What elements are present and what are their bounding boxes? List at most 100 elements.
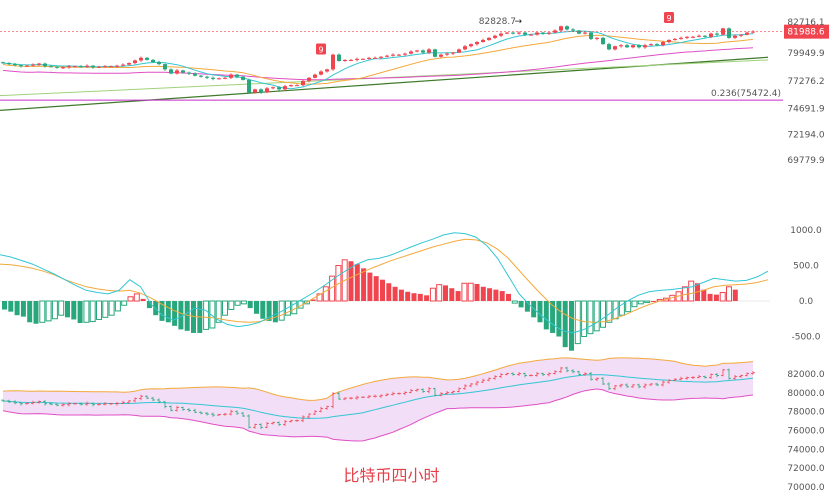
macd-histogram-bar bbox=[133, 293, 140, 302]
macd-histogram-bar bbox=[688, 280, 695, 302]
candle-body bbox=[565, 26, 569, 30]
macd-histogram-bar bbox=[89, 300, 96, 323]
candle-body bbox=[31, 64, 35, 66]
candle-body bbox=[79, 66, 83, 68]
macd-tick-label: 500.0 bbox=[793, 262, 819, 272]
macd-histogram-bar bbox=[417, 293, 423, 301]
macd-histogram-bar bbox=[587, 300, 594, 335]
price-panel: 0.236(75472.4) 9 9 82828.7→ 81988.6 bbox=[0, 11, 829, 111]
boll-tick-label: 72000.0 bbox=[787, 464, 824, 474]
bollinger-band-fill bbox=[3, 357, 753, 441]
macd-tick-label: 1000.0 bbox=[790, 226, 822, 236]
candle-body bbox=[661, 42, 665, 46]
macd-histogram-bar bbox=[701, 289, 707, 301]
macd-histogram-bar bbox=[499, 291, 505, 301]
macd-histogram-bar bbox=[96, 300, 102, 320]
candle-body bbox=[115, 65, 119, 67]
macd-histogram-bar bbox=[146, 301, 152, 309]
candle-body bbox=[463, 46, 467, 50]
high-price-label: 82828.7 bbox=[479, 17, 516, 27]
candle-body bbox=[547, 32, 551, 34]
macd-histogram-bar bbox=[33, 301, 39, 324]
nine-marker-badge bbox=[664, 11, 674, 23]
candle-body bbox=[97, 66, 101, 68]
candle-body bbox=[589, 32, 593, 39]
macd-panel bbox=[0, 232, 770, 351]
macd-histogram-bar bbox=[524, 301, 530, 312]
candle-body bbox=[439, 54, 443, 57]
y-axis-labels: 82716.1 79949.9 77276.2 74691.9 72194.0 69779… bbox=[787, 18, 824, 493]
candle-body bbox=[493, 35, 497, 38]
macd-histogram-bar bbox=[625, 300, 632, 313]
candle-body bbox=[73, 66, 77, 68]
price-tick-label: 77276.2 bbox=[787, 77, 824, 87]
candle-body bbox=[127, 63, 131, 65]
macd-histogram-bar bbox=[278, 300, 285, 321]
candle-body bbox=[529, 34, 533, 36]
candle-body bbox=[61, 67, 65, 69]
macd-histogram-bar bbox=[424, 295, 430, 301]
boll-tick-label: 78000.0 bbox=[787, 408, 824, 418]
macd-histogram-bar bbox=[637, 300, 644, 305]
macd-histogram-bar bbox=[650, 301, 656, 302]
candle-body bbox=[85, 65, 89, 67]
macd-histogram-bar bbox=[380, 279, 385, 301]
candle-body bbox=[103, 66, 107, 68]
macd-histogram-bar bbox=[606, 300, 613, 323]
candle-body bbox=[649, 44, 653, 46]
candle-body bbox=[331, 54, 335, 70]
price-tick-label: 69779.9 bbox=[787, 156, 824, 166]
candle-body bbox=[373, 57, 377, 59]
macd-histogram-bar bbox=[593, 300, 600, 332]
macd-histogram-bar bbox=[228, 300, 235, 311]
candle-body bbox=[181, 70, 185, 73]
candle-body bbox=[703, 35, 707, 37]
candle-body bbox=[49, 66, 53, 68]
candle-body bbox=[721, 28, 725, 35]
candle-body bbox=[685, 36, 689, 38]
candle-body bbox=[283, 86, 287, 90]
bollinger-mid-line bbox=[2, 374, 754, 419]
fib-label: 0.236(75472.4) bbox=[711, 89, 781, 99]
current-price-value: 81988.6 bbox=[787, 28, 824, 38]
macd-histogram-bar bbox=[14, 301, 20, 316]
candle-body bbox=[307, 77, 311, 81]
macd-histogram-bar bbox=[443, 285, 448, 301]
candle-body bbox=[499, 33, 503, 36]
candle-body bbox=[481, 39, 485, 43]
candle-body bbox=[751, 31, 755, 33]
candle-body bbox=[217, 78, 221, 80]
macd-histogram-bar bbox=[209, 300, 216, 329]
macd-histogram-bar bbox=[27, 301, 33, 323]
macd-histogram-bar bbox=[310, 299, 316, 301]
candle-body bbox=[523, 32, 527, 35]
macd-histogram-bar bbox=[191, 301, 196, 333]
macd-histogram-bar bbox=[467, 282, 474, 302]
candle-body bbox=[631, 45, 635, 48]
macd-histogram-bar bbox=[405, 291, 411, 301]
bollinger-panel bbox=[1, 357, 755, 442]
macd-histogram-bar bbox=[65, 301, 70, 318]
candle-body bbox=[337, 54, 341, 61]
price-tick-label: 74691.9 bbox=[787, 104, 824, 114]
macd-histogram-bar bbox=[266, 301, 272, 321]
macd-histogram-bar bbox=[480, 286, 486, 301]
macd-histogram-bar bbox=[39, 300, 46, 323]
nine-marker-badge bbox=[316, 43, 326, 55]
macd-histogram-bar bbox=[367, 272, 373, 301]
candle-body bbox=[193, 73, 197, 76]
candle-body bbox=[25, 65, 29, 67]
candle-body bbox=[145, 57, 149, 60]
macd-histogram-bar bbox=[719, 291, 726, 302]
boll-tick-label: 74000.0 bbox=[787, 445, 824, 455]
candle-body bbox=[733, 35, 737, 38]
boll-tick-label: 82000.0 bbox=[787, 370, 824, 380]
macd-histogram-bar bbox=[707, 293, 713, 301]
macd-histogram-bar bbox=[58, 300, 65, 316]
candle-body bbox=[211, 77, 215, 79]
candle-body bbox=[133, 60, 137, 64]
candle-body bbox=[139, 57, 143, 61]
macd-histogram-bar bbox=[713, 294, 719, 301]
macd-histogram-bar bbox=[322, 286, 329, 302]
macd-histogram-bar bbox=[506, 293, 511, 301]
